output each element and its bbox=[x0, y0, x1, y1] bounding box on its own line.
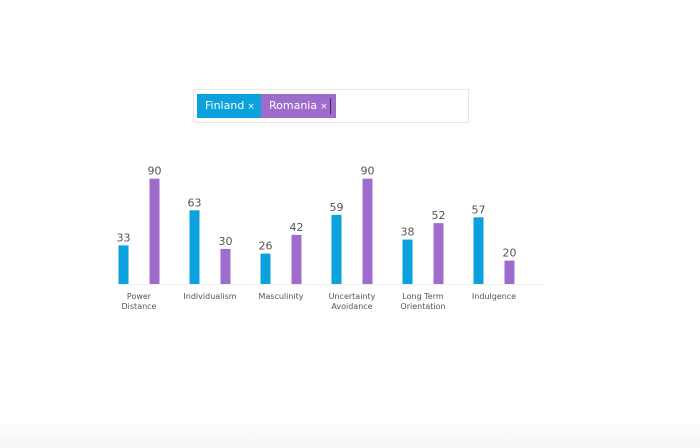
category-label-4: Long Term Orientation bbox=[383, 292, 463, 312]
data-label-romania-3: 90 bbox=[361, 165, 375, 178]
chip-romania: Romania × bbox=[261, 94, 336, 118]
bar-finland-0 bbox=[118, 245, 129, 284]
data-label-finland-0: 33 bbox=[117, 231, 131, 244]
page-bottom-fade bbox=[0, 420, 700, 448]
category-label-5: Indulgence bbox=[454, 292, 534, 302]
category-label-line: Individualism bbox=[183, 292, 237, 301]
category-label-line: Avoidance bbox=[331, 302, 373, 311]
data-label-finland-5: 57 bbox=[472, 203, 486, 216]
data-label-romania-5: 20 bbox=[503, 247, 517, 260]
category-label-line: Masculinity bbox=[258, 292, 304, 301]
chip-romania-label: Romania bbox=[269, 99, 318, 112]
category-label-line: Long Term bbox=[402, 292, 444, 301]
data-label-finland-4: 38 bbox=[401, 226, 415, 239]
data-label-romania-1: 30 bbox=[219, 235, 233, 248]
data-label-finland-2: 26 bbox=[259, 240, 273, 253]
chip-romania-remove-icon[interactable]: × bbox=[320, 102, 328, 112]
category-label-line: Power bbox=[126, 292, 152, 301]
category-label-0: Power Distance bbox=[99, 292, 179, 312]
chip-finland-label: Finland bbox=[205, 99, 245, 112]
data-label-romania-0: 90 bbox=[148, 165, 162, 178]
bar-finland-4 bbox=[402, 239, 413, 284]
bar-romania-0 bbox=[149, 178, 160, 284]
data-label-finland-1: 63 bbox=[188, 196, 202, 209]
data-label-romania-4: 52 bbox=[432, 209, 446, 222]
country-picker[interactable]: Finland × Romania × bbox=[193, 89, 469, 123]
category-label-line: Uncertainty bbox=[328, 292, 376, 301]
bar-finland-5 bbox=[473, 217, 484, 284]
bar-romania-2 bbox=[291, 234, 302, 284]
data-label-romania-2: 42 bbox=[290, 221, 304, 234]
bar-romania-4 bbox=[433, 223, 444, 284]
bar-finland-2 bbox=[260, 253, 271, 284]
category-label-line: Distance bbox=[121, 302, 157, 311]
category-label-line: Indulgence bbox=[471, 292, 517, 301]
text-caret bbox=[330, 98, 331, 114]
chip-finland-remove-icon[interactable]: × bbox=[247, 102, 255, 112]
category-label-1: Individualism bbox=[170, 292, 250, 302]
bar-finland-3 bbox=[331, 214, 342, 284]
data-label-finland-3: 59 bbox=[330, 201, 344, 214]
bar-romania-5 bbox=[504, 260, 515, 284]
bar-romania-3 bbox=[362, 178, 373, 284]
chip-finland: Finland × bbox=[197, 94, 263, 118]
bar-finland-1 bbox=[189, 210, 200, 284]
category-label-2: Masculinity bbox=[241, 292, 321, 302]
category-label-3: Uncertainty Avoidance bbox=[312, 292, 392, 312]
category-label-line: Orientation bbox=[400, 302, 446, 311]
bar-romania-1 bbox=[220, 248, 231, 284]
